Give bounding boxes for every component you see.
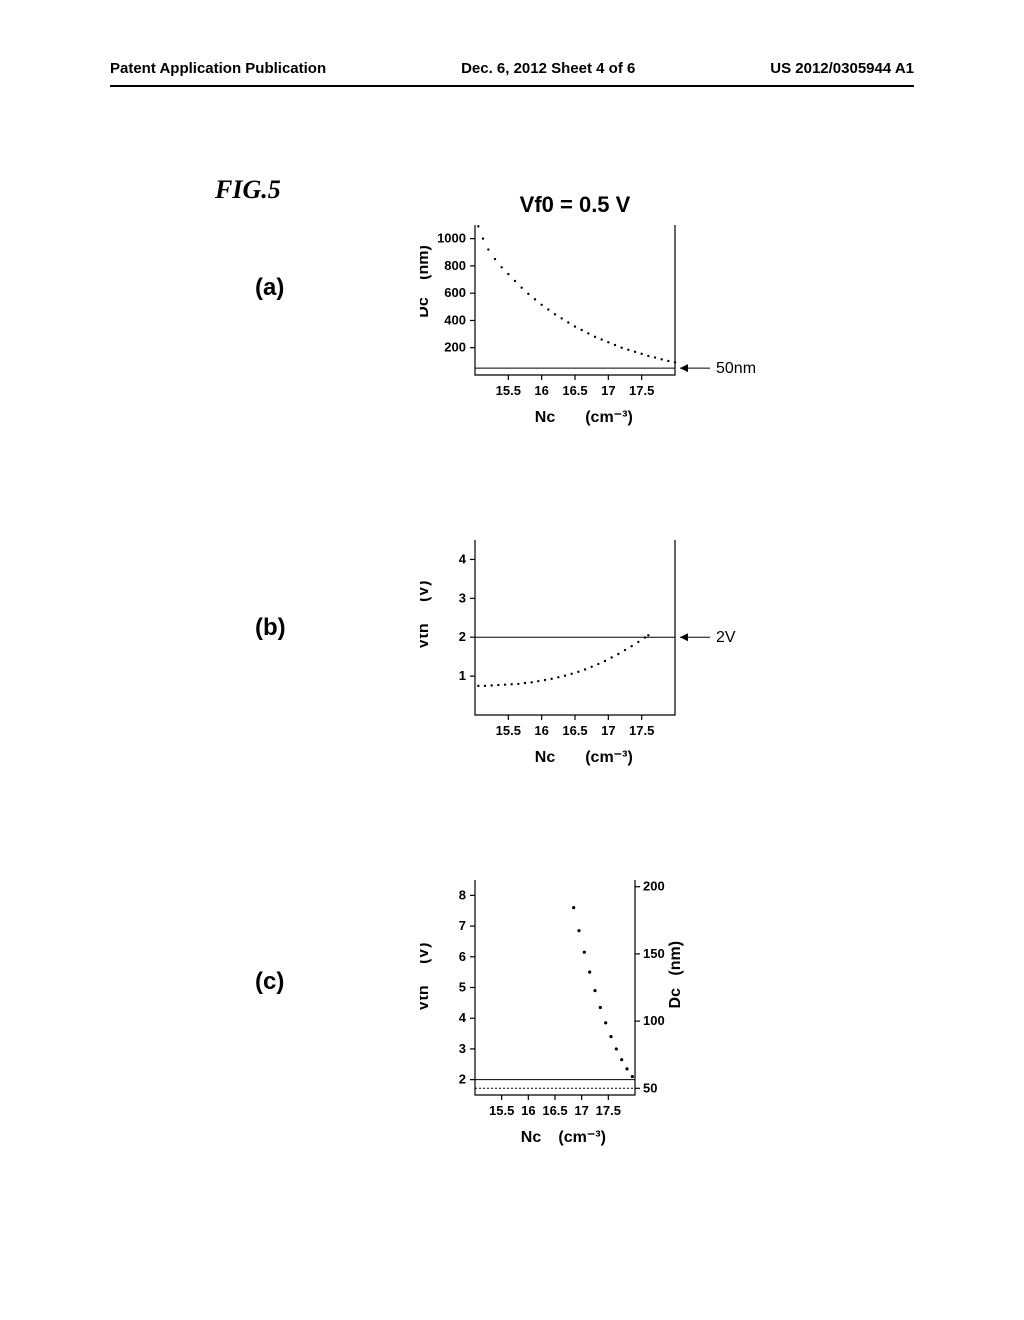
svg-text:16.5: 16.5 <box>542 1103 567 1118</box>
svg-text:17.5: 17.5 <box>596 1103 621 1118</box>
svg-text:(nm): (nm) <box>667 941 684 976</box>
svg-text:16: 16 <box>534 383 548 398</box>
svg-text:17: 17 <box>601 723 615 738</box>
svg-text:50: 50 <box>643 1080 657 1095</box>
header-right: US 2012/0305944 A1 <box>770 60 914 77</box>
svg-text:4: 4 <box>459 551 467 566</box>
header-rule <box>110 85 914 87</box>
svg-text:15.5: 15.5 <box>496 723 521 738</box>
svg-text:17.5: 17.5 <box>629 383 654 398</box>
svg-text:Vth: Vth <box>420 985 432 1011</box>
svg-text:2V: 2V <box>716 629 736 646</box>
svg-text:5: 5 <box>459 980 466 995</box>
svg-text:17: 17 <box>574 1103 588 1118</box>
svg-text:Nc: Nc <box>535 409 556 426</box>
svg-text:8: 8 <box>459 887 466 902</box>
svg-text:Vf0 = 0.5 V: Vf0 = 0.5 V <box>520 192 631 217</box>
svg-text:2: 2 <box>459 629 466 644</box>
svg-text:(cm⁻³): (cm⁻³) <box>558 1129 606 1146</box>
svg-text:200: 200 <box>444 340 466 355</box>
svg-text:Nc: Nc <box>521 1129 542 1146</box>
svg-text:400: 400 <box>444 312 466 327</box>
figure-label: FIG.5 <box>215 175 281 205</box>
svg-text:3: 3 <box>459 1041 466 1056</box>
svg-text:(cm⁻³): (cm⁻³) <box>585 749 633 766</box>
svg-text:800: 800 <box>444 258 466 273</box>
svg-text:(cm⁻³): (cm⁻³) <box>585 409 633 426</box>
page-header: Patent Application Publication Dec. 6, 2… <box>110 60 914 77</box>
svg-text:50nm: 50nm <box>716 360 756 377</box>
svg-text:16: 16 <box>534 723 548 738</box>
svg-text:2: 2 <box>459 1072 466 1087</box>
header-left: Patent Application Publication <box>110 60 326 77</box>
chart-b: 15.5 16 16.5 17 17.5 Nc (cm⁻³) 1 2 3 4 Vth (V) 2V <box>420 530 810 770</box>
svg-text:100: 100 <box>643 1013 665 1028</box>
header-center: Dec. 6, 2012 Sheet 4 of 6 <box>461 60 635 77</box>
svg-text:Dc: Dc <box>667 988 684 1009</box>
panel-label-c: (c) <box>255 968 284 996</box>
panel-label-b: (b) <box>255 614 286 642</box>
svg-text:17.5: 17.5 <box>629 723 654 738</box>
svg-text:15.5: 15.5 <box>496 383 521 398</box>
svg-text:150: 150 <box>643 946 665 961</box>
svg-text:15.5: 15.5 <box>489 1103 514 1118</box>
svg-text:16.5: 16.5 <box>562 383 587 398</box>
svg-text:Nc: Nc <box>535 749 556 766</box>
svg-text:1: 1 <box>459 668 466 683</box>
svg-text:17: 17 <box>601 383 615 398</box>
chart-c: 15.5 16 16.5 17 17.5 Nc (cm⁻³) 2 3 4 5 6 7 8 Vth (V) 50 1… <box>420 870 810 1150</box>
svg-text:Dc: Dc <box>420 297 432 318</box>
svg-text:16.5: 16.5 <box>562 723 587 738</box>
svg-text:(V): (V) <box>420 581 432 602</box>
svg-text:4: 4 <box>459 1010 467 1025</box>
svg-text:7: 7 <box>459 918 466 933</box>
panel-label-a: (a) <box>255 274 284 302</box>
svg-text:1000: 1000 <box>437 231 466 246</box>
chart-a: Vf0 = 0.5 V 15.5 16 16.5 17 17.5 Nc (cm⁻³) 200 40… <box>420 190 810 430</box>
svg-text:(nm): (nm) <box>420 245 432 280</box>
svg-text:600: 600 <box>444 285 466 300</box>
svg-text:200: 200 <box>643 879 665 894</box>
svg-text:6: 6 <box>459 949 466 964</box>
svg-text:(V): (V) <box>420 943 432 964</box>
svg-text:Vth: Vth <box>420 623 432 649</box>
svg-text:3: 3 <box>459 590 466 605</box>
svg-text:16: 16 <box>521 1103 535 1118</box>
